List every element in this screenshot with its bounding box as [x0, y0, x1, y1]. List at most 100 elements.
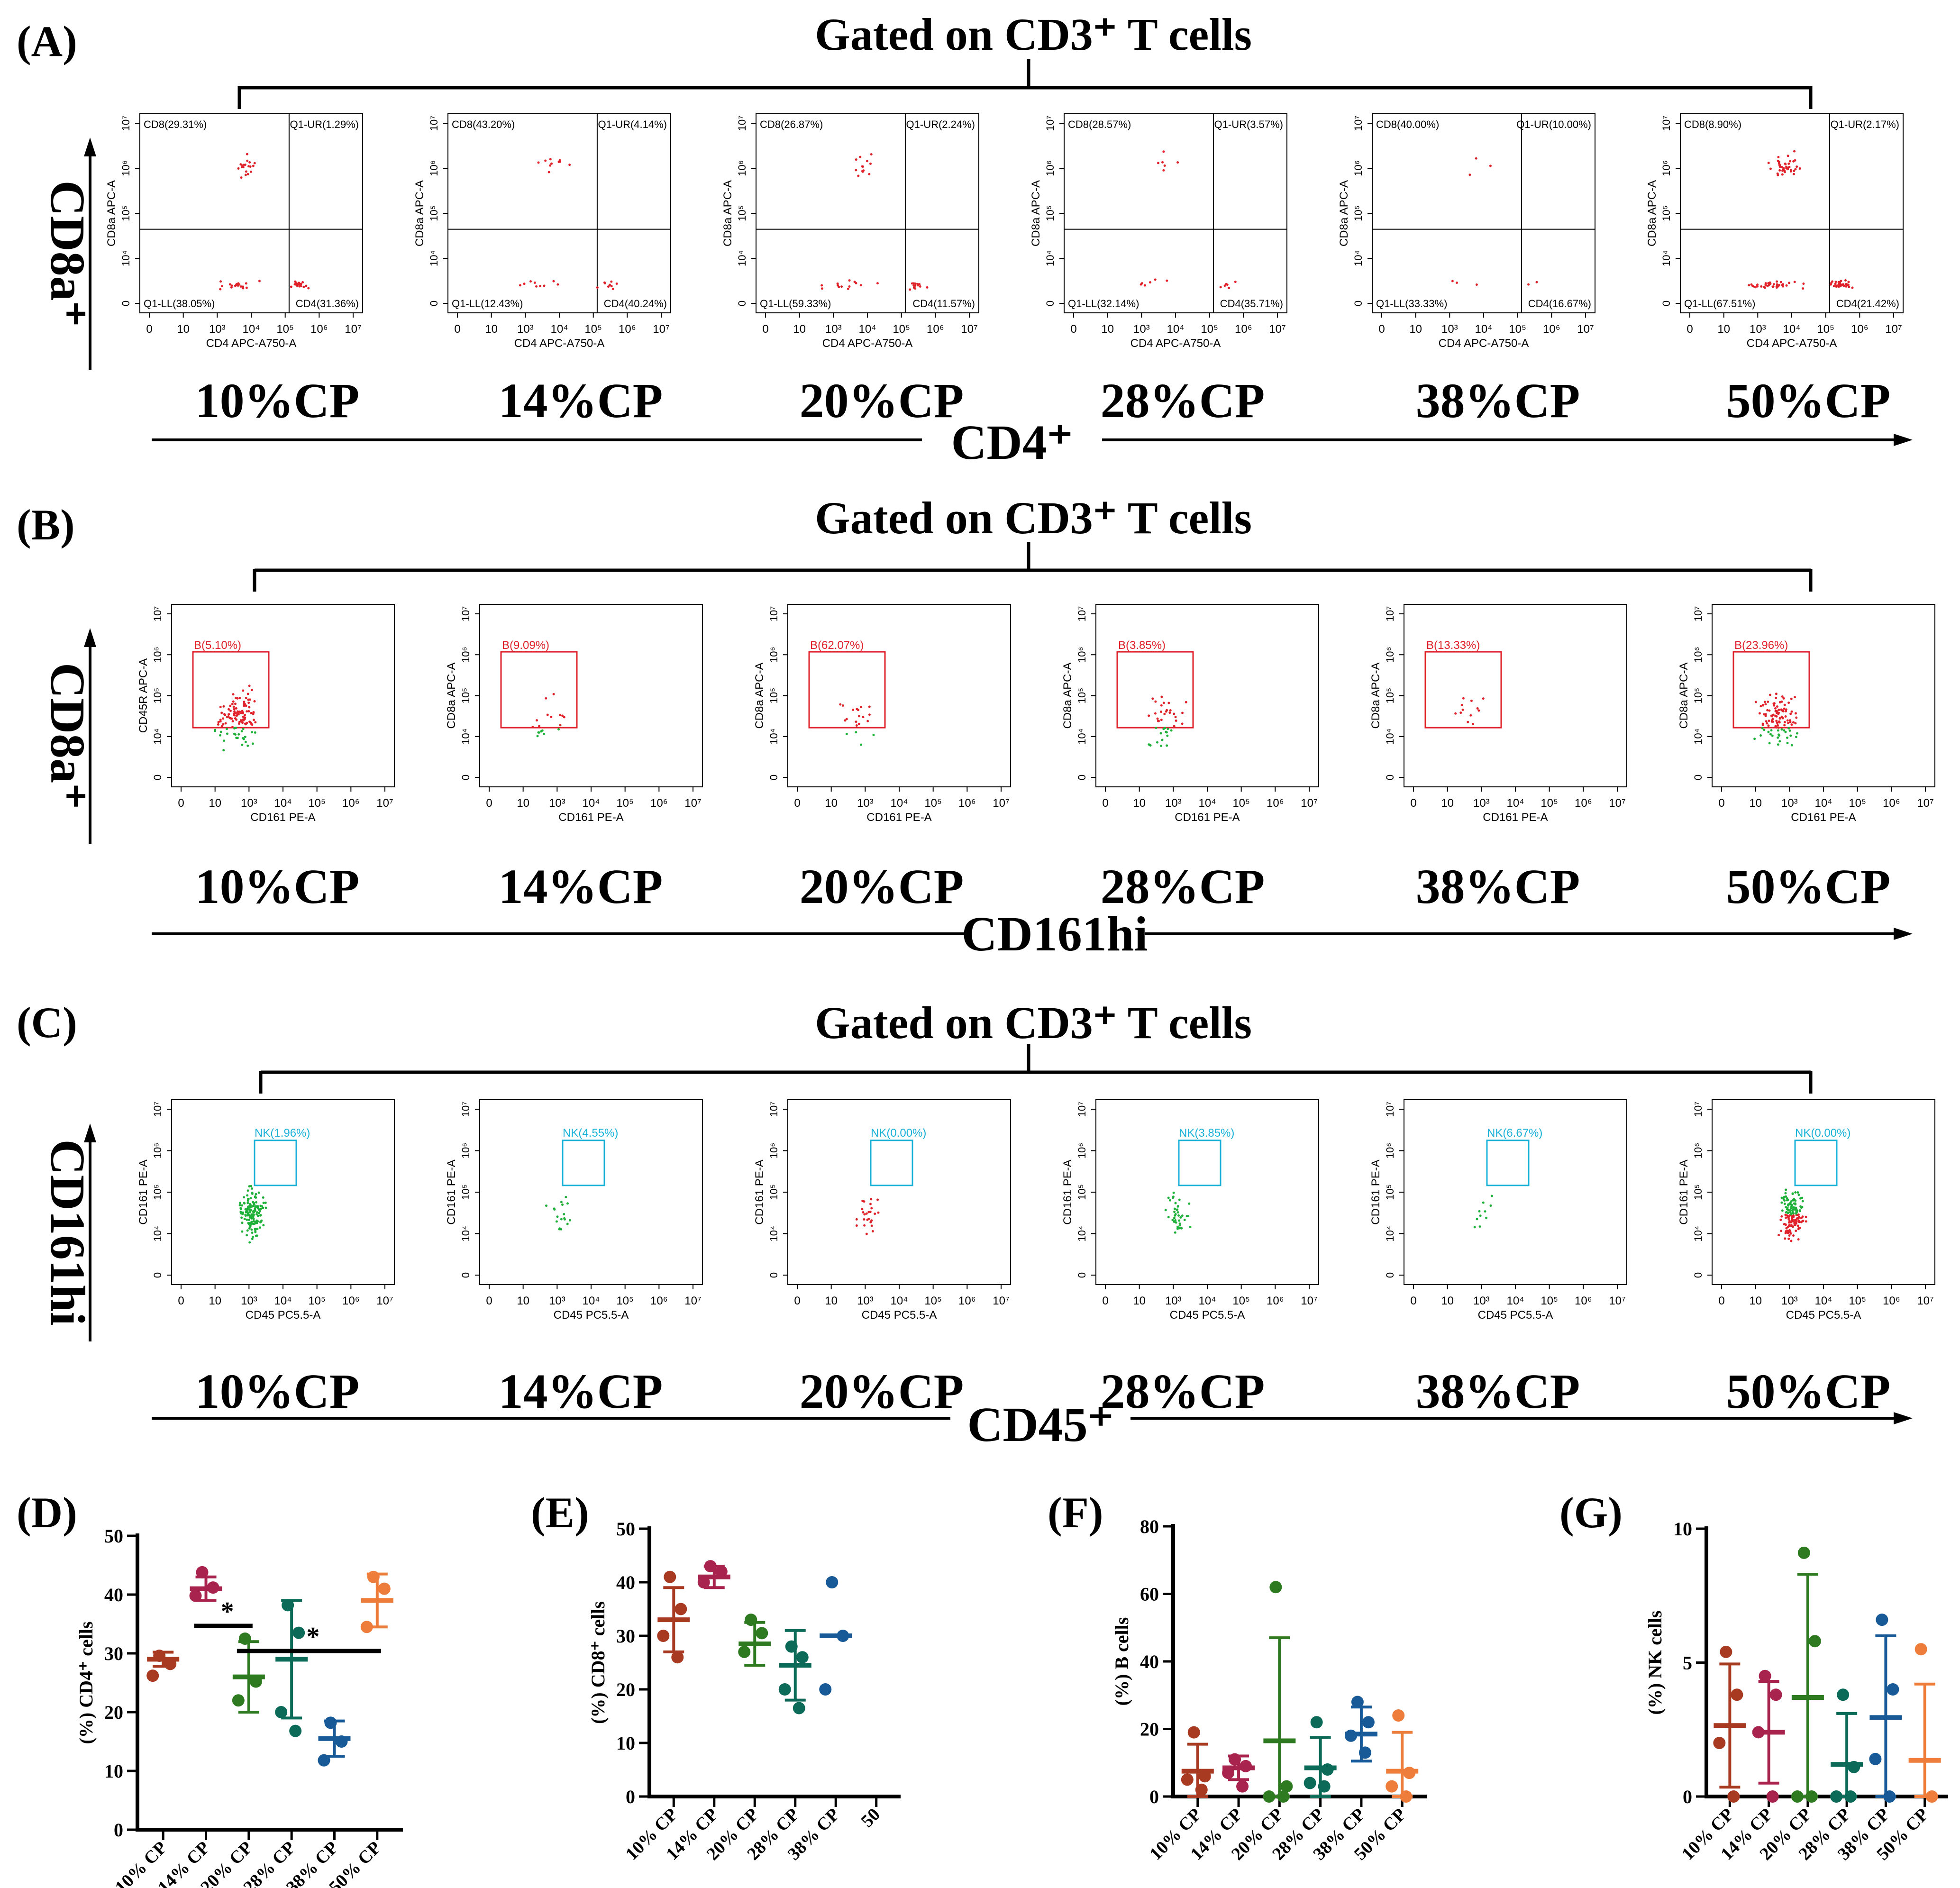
event-dot: [857, 174, 860, 177]
event-dot: [1776, 705, 1778, 708]
flow-x-tick-label: 10⁶: [650, 1295, 668, 1307]
event-dot: [1794, 1191, 1797, 1194]
event-dot: [1777, 156, 1780, 159]
flow-x-tick-label: 0: [486, 1295, 492, 1307]
flow-x-tick-label: 10: [517, 1295, 529, 1307]
flow-x-label: CD4 APC-A750-A: [514, 337, 605, 350]
flow-x-tick-label: 10⁶: [1267, 797, 1284, 810]
event-dot: [1767, 730, 1770, 733]
flow-x-tick-label: 10⁵: [1817, 323, 1834, 336]
flow-x-tick-label: 10: [209, 797, 221, 810]
event-dot: [244, 740, 247, 743]
event-dot: [855, 282, 857, 284]
event-dot: [596, 286, 599, 289]
event-dot: [235, 707, 237, 710]
event-dot: [1780, 716, 1783, 719]
quadrant-ul-label: CD8(28.57%): [1068, 119, 1131, 130]
event-dot: [1794, 168, 1797, 171]
flow-y-tick-label: 10⁷: [428, 116, 440, 131]
flow-x-tick-label: 10⁶: [958, 1295, 976, 1307]
event-dot: [1783, 1195, 1786, 1198]
flow-x-label: CD4 APC-A750-A: [206, 337, 297, 350]
event-dot: [1769, 167, 1772, 170]
event-dot: [254, 1208, 256, 1211]
flow-x-label: CD45 PC5.5-A: [1478, 1309, 1553, 1322]
flow-x-tick-label: 10: [825, 797, 838, 810]
event-dot: [1777, 736, 1779, 739]
event-dot: [244, 735, 246, 738]
event-dot: [251, 1192, 254, 1195]
event-dot: [1773, 704, 1776, 707]
event-dot: [246, 1194, 249, 1197]
event-dot: [251, 731, 254, 734]
flow-plot-frame: [1680, 113, 1904, 313]
event-dot: [1754, 701, 1757, 703]
data-point: [1358, 1746, 1371, 1759]
flow-y-tick-label: 0: [428, 301, 440, 306]
event-dot: [1771, 721, 1774, 723]
flow-x-tick-label: 10³: [1473, 1295, 1490, 1307]
event-dot: [1791, 1192, 1794, 1195]
event-dot: [1787, 1216, 1789, 1219]
event-dot: [926, 286, 929, 289]
event-dot: [245, 704, 247, 707]
panel-letter: (D): [17, 1488, 77, 1537]
event-dot: [1527, 283, 1530, 286]
event-dot: [257, 1212, 260, 1214]
event-dot: [1154, 278, 1157, 281]
event-dot: [1840, 280, 1842, 283]
flow-y-tick-label: 0: [768, 1272, 780, 1278]
event-dot: [1469, 714, 1472, 717]
x-arrow-head: [1894, 1412, 1913, 1424]
event-dot: [855, 158, 857, 161]
event-dot: [1789, 734, 1792, 737]
event-dot: [1226, 283, 1229, 286]
event-dot: [226, 732, 228, 735]
event-dot: [559, 713, 562, 716]
event-dot: [869, 162, 872, 165]
flow-plot-frame: [1404, 604, 1627, 787]
flow-y-tick-label: 10⁷: [1384, 1102, 1396, 1117]
event-dot: [1140, 283, 1142, 286]
event-dot: [559, 724, 562, 727]
gate-box: [192, 651, 270, 729]
panel-letter: (B): [17, 501, 75, 549]
data-point: [1731, 1688, 1743, 1701]
event-dot: [870, 153, 873, 156]
event-dot: [1793, 150, 1796, 153]
flow-x-tick-label: 10³: [517, 323, 534, 336]
event-dot: [300, 283, 302, 285]
event-dot: [845, 733, 848, 736]
event-dot: [1789, 1231, 1792, 1233]
event-dot: [857, 709, 860, 711]
event-dot: [1180, 1227, 1183, 1230]
flow-plot: 0 10 10³ 10⁴ 10⁵ 10⁶ 10⁷ 0 10⁴ 10⁵ 10⁶ 10⁷ CD45 PC5.…: [1677, 1099, 1935, 1419]
panel-c: (C) Gated on CD3⁺ T cells CD161hi CD45⁺ 0 10 1…: [17, 997, 1935, 1452]
event-dot: [1796, 732, 1798, 735]
data-point: [1830, 1790, 1843, 1803]
flow-x-tick-label: 0: [454, 323, 460, 336]
flow-y-tick-label: 10⁶: [1692, 647, 1704, 663]
event-dot: [1775, 696, 1778, 699]
data-point: [664, 1570, 676, 1583]
event-dot: [1777, 726, 1780, 729]
event-dot: [1791, 1211, 1794, 1213]
event-dot: [235, 737, 238, 739]
data-point: [657, 1630, 670, 1642]
quadrant-lr-label: CD4(11.57%): [912, 298, 975, 310]
event-dot: [217, 721, 220, 723]
event-dot: [1160, 744, 1163, 747]
event-dot: [255, 1205, 257, 1208]
flow-x-tick-label: 10: [485, 323, 498, 336]
event-dot: [239, 163, 242, 166]
event-dot: [252, 1217, 255, 1220]
flow-plot: 0 10 10³ 10⁴ 10⁵ 10⁶ 10⁷ 0 10⁴ 10⁵ 10⁶ 10⁷ CD161 PE-…: [137, 604, 395, 914]
event-dot: [217, 723, 219, 726]
event-dot: [1784, 715, 1787, 718]
event-dot: [242, 737, 245, 739]
flow-y-label: CD8a APC-A: [445, 662, 458, 729]
event-dot: [1477, 709, 1480, 712]
event-dot: [1783, 721, 1786, 723]
event-dot: [876, 1198, 879, 1201]
event-dot: [1759, 705, 1762, 708]
